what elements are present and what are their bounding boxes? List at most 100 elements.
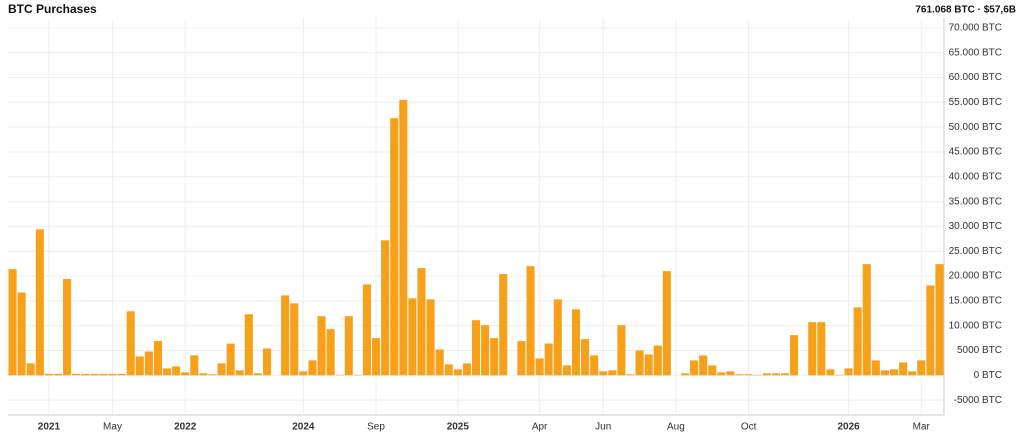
bar	[590, 355, 598, 375]
y-tick-label: 35.000 BTC	[949, 196, 1002, 207]
bar	[408, 298, 416, 375]
bar	[163, 368, 171, 375]
bar	[817, 322, 825, 375]
bar	[581, 339, 589, 375]
bar	[745, 374, 753, 375]
y-tick-label: -5000 BTC	[954, 395, 1002, 406]
y-tick-label: 60.000 BTC	[949, 72, 1002, 83]
bar	[81, 374, 89, 375]
chart-title: BTC Purchases	[8, 2, 97, 16]
bar	[236, 370, 244, 375]
y-tick-label: 70.000 BTC	[949, 23, 1002, 34]
bar	[172, 366, 180, 375]
bar	[154, 341, 162, 375]
summary: 761.068 BTC · $57,6B	[915, 5, 1016, 16]
bar	[99, 374, 107, 375]
bar	[490, 338, 498, 375]
x-tick-label: May	[103, 422, 122, 433]
bar	[626, 374, 634, 375]
bar	[90, 374, 98, 375]
bar	[935, 264, 943, 375]
bar	[645, 354, 653, 375]
bar	[572, 309, 580, 375]
bar	[27, 363, 35, 375]
bar	[454, 369, 462, 375]
bar	[363, 284, 371, 375]
bar	[772, 373, 780, 375]
bar	[881, 370, 889, 375]
y-tick-label: 40.000 BTC	[949, 171, 1002, 182]
bar	[554, 299, 562, 375]
bar	[808, 322, 816, 375]
bar	[536, 358, 544, 375]
bar	[72, 374, 80, 375]
bar	[735, 374, 743, 375]
y-tick-label: 30.000 BTC	[949, 221, 1002, 232]
bar	[299, 371, 307, 375]
bar	[399, 100, 407, 375]
bar	[854, 307, 862, 375]
bar	[463, 363, 471, 375]
y-tick-label: 15.000 BTC	[949, 296, 1002, 307]
y-tick-label: 10.000 BTC	[949, 320, 1002, 331]
bar	[199, 373, 207, 375]
bar	[145, 351, 153, 375]
bar	[917, 360, 925, 375]
y-tick-label: 20.000 BTC	[949, 271, 1002, 282]
bar	[263, 349, 271, 376]
bar	[218, 363, 226, 375]
x-tick-label: Sep	[367, 422, 385, 433]
x-tick-label: 2022	[174, 422, 197, 433]
bar	[254, 373, 262, 375]
bar	[45, 374, 53, 375]
bar	[372, 338, 380, 375]
bar	[545, 344, 553, 376]
x-tick-label: Oct	[741, 422, 757, 433]
x-tick-label: Jun	[595, 422, 611, 433]
bar	[654, 346, 662, 376]
bar	[863, 264, 871, 375]
y-tick-label: 45.000 BTC	[949, 147, 1002, 158]
bar	[872, 360, 880, 375]
x-tick-label: Mar	[913, 422, 931, 433]
bar	[18, 292, 26, 375]
bar	[899, 362, 907, 375]
bar	[108, 374, 116, 375]
bar	[781, 373, 789, 375]
bar	[617, 325, 625, 375]
bar	[436, 349, 444, 375]
y-tick-label: 65.000 BTC	[949, 47, 1002, 58]
bar	[345, 316, 353, 375]
bar	[317, 316, 325, 375]
bar	[608, 370, 616, 375]
bar	[790, 335, 798, 375]
bar	[481, 325, 489, 375]
bar	[181, 372, 189, 375]
x-tick-label: 2025	[447, 422, 470, 433]
bar	[118, 374, 126, 375]
bar	[127, 311, 135, 375]
bar	[726, 371, 734, 375]
y-tick-label: 55.000 BTC	[949, 97, 1002, 108]
bar	[63, 279, 71, 375]
bar	[281, 295, 289, 375]
y-tick-label: 25.000 BTC	[949, 246, 1002, 257]
x-tick-label: Apr	[532, 422, 548, 433]
bar	[290, 303, 298, 375]
bar	[763, 373, 771, 375]
bar	[327, 329, 335, 375]
bar	[136, 356, 144, 375]
bar	[890, 369, 898, 375]
bar	[227, 344, 235, 376]
bar	[563, 365, 571, 375]
bar	[417, 268, 425, 375]
bar	[526, 266, 534, 375]
bar	[826, 369, 834, 375]
x-tick-label: 2024	[292, 422, 315, 433]
bar	[599, 371, 607, 375]
x-tick-label: 2026	[837, 422, 860, 433]
bar	[445, 364, 453, 375]
bar	[245, 314, 253, 375]
bar	[517, 341, 525, 375]
